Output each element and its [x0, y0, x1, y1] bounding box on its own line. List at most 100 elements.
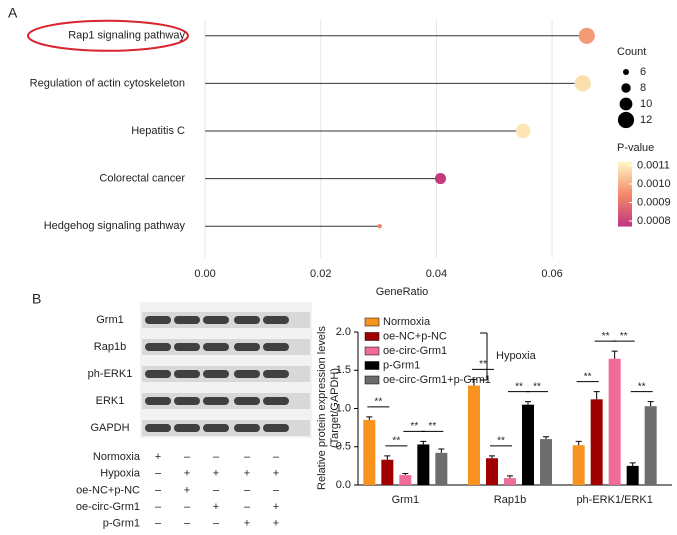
bar	[540, 439, 552, 485]
blot-band	[203, 343, 229, 351]
category-label: Colorectal cancer	[99, 173, 185, 185]
condition-sign: –	[184, 451, 191, 463]
bar	[417, 444, 430, 485]
dot	[434, 173, 447, 185]
blot-band	[263, 397, 289, 405]
significance-label: **	[584, 371, 592, 382]
y-tick-label: 0.5	[336, 441, 351, 453]
error-bar	[489, 455, 495, 459]
significance-label: **	[479, 359, 487, 370]
condition-sign: –	[213, 484, 220, 496]
significance-label: **	[497, 436, 505, 447]
colorbar-label: 0.0009	[637, 196, 671, 208]
legend-label: p-Grm1	[383, 359, 420, 371]
error-bar	[593, 391, 600, 400]
condition-sign: +	[213, 501, 219, 513]
blot-band	[145, 397, 171, 405]
significance-label: **	[638, 381, 646, 392]
condition-sign: –	[273, 484, 280, 496]
condition-sign: +	[244, 468, 250, 480]
legend-swatch	[364, 375, 380, 385]
condition-sign: –	[155, 484, 162, 496]
legend-swatch	[364, 317, 380, 327]
x-tick-label: ph-ERK1/ERK1	[576, 494, 652, 506]
blot-band	[263, 424, 289, 432]
condition-sign: +	[273, 501, 279, 513]
blot-label: GAPDH	[90, 422, 129, 434]
error-bar	[402, 473, 409, 476]
y-axis-label: (Target/GAPDH)	[329, 368, 341, 448]
dot	[578, 27, 595, 44]
blot-band	[174, 343, 200, 351]
blot-band	[263, 343, 289, 351]
condition-sign: –	[184, 518, 191, 530]
legend-label: 6	[640, 66, 646, 78]
condition-sign: –	[155, 518, 162, 530]
blot-band	[234, 343, 260, 351]
bar	[435, 452, 448, 485]
condition-label: Hypoxia	[100, 468, 141, 480]
legend-label: oe-NC+p-NC	[383, 330, 447, 342]
bar	[363, 419, 376, 485]
category-label: Rap1 signaling pathway	[68, 30, 185, 42]
blot-band	[174, 424, 200, 432]
error-bar	[543, 436, 549, 440]
panel-letter: A	[8, 5, 18, 21]
blot-band	[203, 397, 229, 405]
condition-sign: –	[155, 501, 162, 513]
blot-band	[234, 370, 260, 378]
legend-label: Normoxia	[383, 316, 431, 328]
bar	[644, 406, 657, 485]
error-bar	[471, 378, 477, 386]
blot-label: ph-ERK1	[88, 368, 133, 380]
category-label: Hepatitis C	[131, 125, 185, 137]
error-bar	[525, 401, 531, 405]
dot	[515, 123, 531, 139]
error-bar	[507, 475, 513, 479]
bar	[590, 399, 603, 485]
bar	[381, 459, 394, 485]
category-label: Regulation of actin cytoskeleton	[30, 77, 185, 89]
x-tick-label: 0.04	[426, 268, 447, 280]
blot-band	[263, 370, 289, 378]
y-tick-label: 1.0	[336, 402, 351, 414]
error-bar	[647, 401, 654, 407]
condition-sign: –	[244, 484, 251, 496]
blot-band	[234, 397, 260, 405]
y-tick-label: 0.0	[336, 479, 351, 491]
bar	[399, 475, 412, 485]
error-bar	[611, 350, 618, 359]
bar	[522, 404, 534, 485]
condition-sign: +	[244, 518, 250, 530]
blot-band	[203, 316, 229, 324]
y-tick-label: 2.0	[336, 326, 351, 338]
blot-band	[174, 316, 200, 324]
blot-band	[203, 424, 229, 432]
condition-sign: –	[213, 451, 220, 463]
error-bar	[384, 455, 391, 460]
condition-sign: +	[184, 468, 190, 480]
category-label: Hedgehog signaling pathway	[44, 220, 186, 232]
legend-label: oe-circ-Grm1+p-Grm1	[383, 374, 491, 386]
legend-label: 10	[640, 98, 652, 110]
blot-band	[174, 397, 200, 405]
error-bar	[420, 440, 427, 445]
condition-label: oe-circ-Grm1	[76, 501, 140, 513]
blot-band	[234, 316, 260, 324]
legend-label: 12	[640, 114, 652, 126]
legend-dot	[621, 83, 631, 93]
legend-swatch	[364, 346, 380, 356]
condition-sign: –	[273, 451, 280, 463]
condition-sign: +	[155, 451, 161, 463]
x-tick-label: Grm1	[392, 494, 420, 506]
significance-label: **	[533, 381, 541, 392]
condition-sign: +	[273, 468, 279, 480]
x-tick-label: 0.06	[541, 268, 562, 280]
condition-sign: –	[213, 518, 220, 530]
condition-sign: +	[213, 468, 219, 480]
legend-title: P-value	[617, 142, 654, 154]
bar	[468, 385, 480, 485]
dot	[377, 224, 382, 229]
colorbar-label: 0.0008	[637, 215, 671, 227]
